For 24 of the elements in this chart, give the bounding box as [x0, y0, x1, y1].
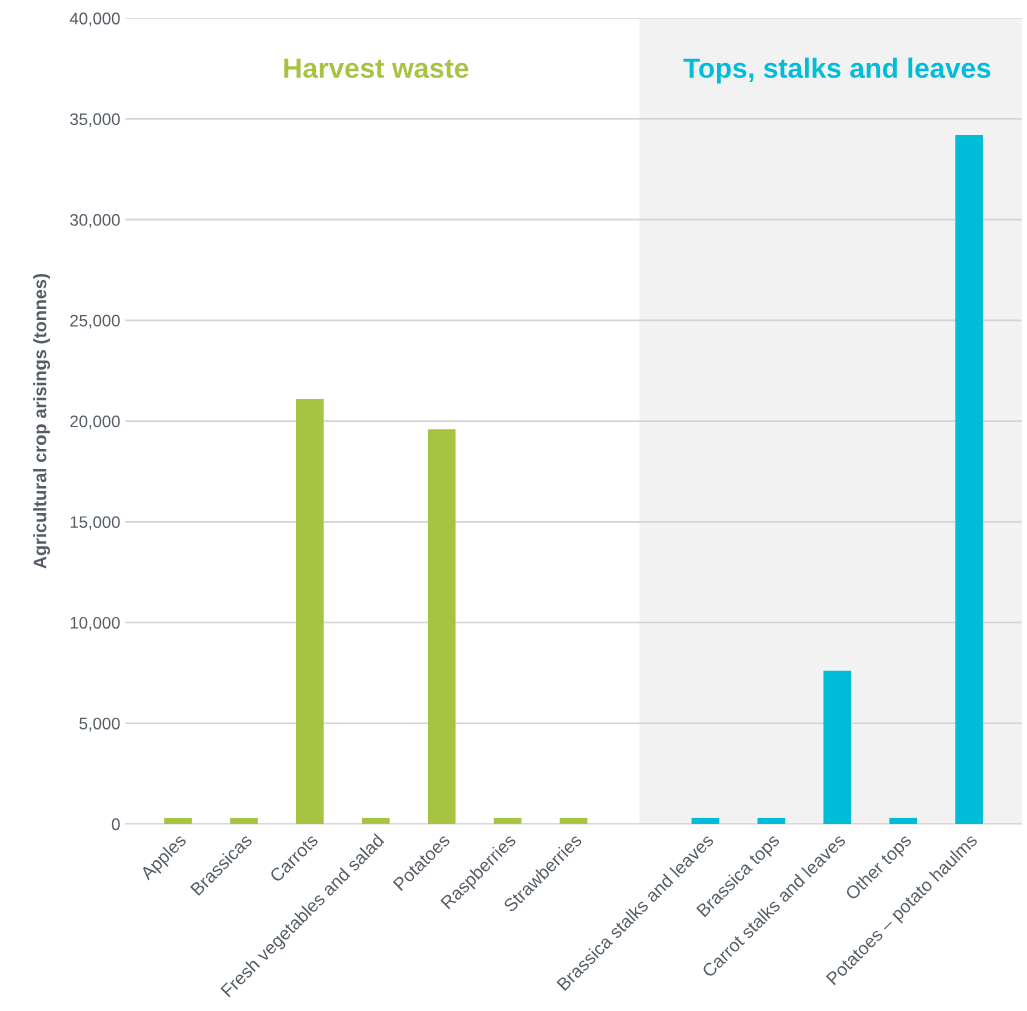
text: Harvest waste [284, 58, 469, 79]
bar [889, 817, 918, 824]
bar [296, 398, 324, 824]
bar [823, 670, 852, 824]
bar [230, 817, 258, 824]
bar [757, 817, 786, 824]
y-tick-label: 0 [111, 818, 120, 831]
bar [164, 817, 192, 824]
bar [493, 817, 522, 824]
y-tick-label: 40,000 [69, 12, 120, 27]
bar [427, 429, 456, 824]
y-tick-label: 20,000 [70, 415, 120, 430]
series-label: Tops, stalks and leaves [683, 57, 991, 84]
y-tick-label: 35,000 [70, 113, 120, 128]
bar [361, 817, 390, 824]
y-axis-title: Agricultural crop arisings (tonnes) [33, 273, 51, 569]
y-tick-label: 25,000 [70, 314, 120, 329]
y-tick-label: 10,000 [70, 616, 120, 631]
y-tick-label: 5,000 [79, 717, 120, 732]
bar [559, 817, 588, 824]
bar [691, 817, 720, 824]
y-tick-label: 15,000 [70, 516, 120, 530]
bar [955, 135, 983, 824]
y-tick-label: 30,000 [70, 214, 120, 228]
